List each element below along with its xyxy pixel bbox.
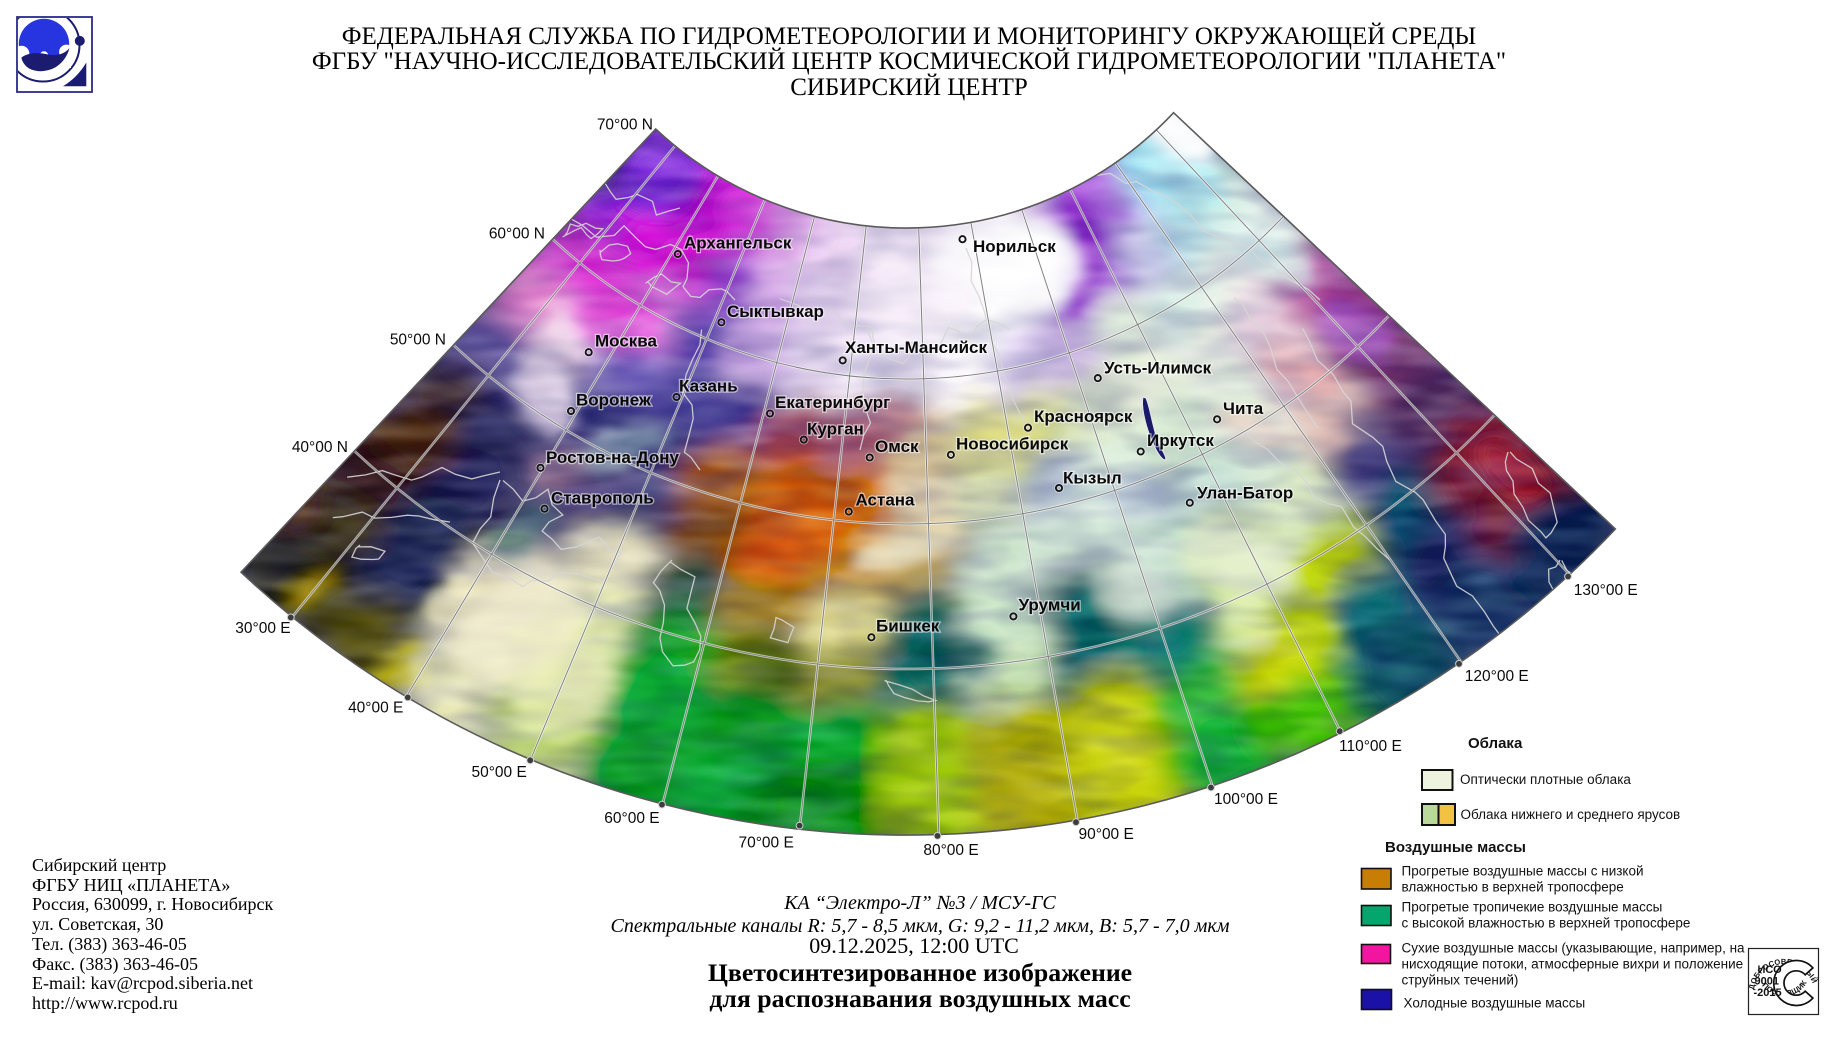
svg-text:Норильск: Норильск: [973, 237, 1056, 256]
svg-text:Красноярск: Красноярск: [1034, 407, 1133, 426]
svg-text:-2015: -2015: [1754, 987, 1782, 999]
svg-text:Екатеринбург: Екатеринбург: [775, 393, 890, 412]
svg-text:Кызыл: Кызыл: [1063, 469, 1122, 488]
svg-text:70°00 N: 70°00 N: [597, 117, 653, 134]
svg-text:Архангельск: Архангельск: [684, 234, 792, 253]
svg-text:Астана: Астана: [856, 491, 916, 510]
svg-text:40°00 E: 40°00 E: [348, 699, 403, 716]
svg-text:с высокой влажностью в верхней: с высокой влажностью в верхней тропосфер…: [1402, 916, 1691, 931]
svg-text:Облака: Облака: [1468, 735, 1523, 752]
svg-text:Улан-Батор: Улан-Батор: [1197, 484, 1293, 503]
svg-text:40°00 N: 40°00 N: [292, 439, 348, 456]
svg-text:Прогретые воздушные массы с ни: Прогретые воздушные массы с низкой: [1402, 864, 1644, 879]
svg-text:Бишкек: Бишкек: [876, 617, 940, 636]
svg-text:Воздушные массы: Воздушные массы: [1385, 839, 1526, 856]
svg-text:Сыктывкар: Сыктывкар: [727, 302, 824, 321]
svg-text:Сухие воздушные массы (указыва: Сухие воздушные массы (указывающие, напр…: [1402, 941, 1746, 956]
svg-text:120°00 E: 120°00 E: [1465, 668, 1529, 685]
svg-text:Омск: Омск: [875, 437, 919, 456]
svg-text:Москва: Москва: [595, 332, 658, 351]
svg-text:Воронеж: Воронеж: [576, 391, 652, 410]
svg-text:Оптически плотные облака: Оптически плотные облака: [1460, 772, 1631, 787]
svg-text:70°00 E: 70°00 E: [738, 835, 793, 852]
svg-text:Ростов-на-Дону: Ростов-на-Дону: [546, 448, 679, 467]
svg-text:60°00 N: 60°00 N: [489, 226, 545, 243]
svg-text:50°00 N: 50°00 N: [390, 332, 446, 349]
svg-text:Урумчи: Урумчи: [1019, 596, 1081, 615]
svg-text:Холодные воздушные массы: Холодные воздушные массы: [1404, 996, 1586, 1011]
svg-text:струйных течений): струйных течений): [1402, 973, 1519, 988]
svg-text:Ханты-Мансийск: Ханты-Мансийск: [845, 338, 987, 357]
svg-text:Прогретые тропичекие воздушные: Прогретые тропичекие воздушные массы: [1402, 900, 1663, 915]
svg-text:130°00 E: 130°00 E: [1574, 582, 1638, 599]
svg-text:Курган: Курган: [807, 420, 864, 439]
svg-text:80°00 E: 80°00 E: [923, 842, 978, 859]
svg-text:9001: 9001: [1755, 976, 1779, 988]
svg-text:50°00 E: 50°00 E: [471, 764, 526, 781]
svg-text:90°00 E: 90°00 E: [1079, 826, 1134, 843]
svg-text:110°00 E: 110°00 E: [1339, 738, 1402, 755]
svg-text:Облака нижнего и среднего ярус: Облака нижнего и среднего ярусов: [1461, 807, 1681, 822]
svg-text:60°00 E: 60°00 E: [604, 810, 659, 827]
svg-text:30°00 E: 30°00 E: [235, 620, 290, 637]
svg-text:Ставрополь: Ставрополь: [551, 489, 654, 508]
svg-text:Казань: Казань: [679, 377, 738, 396]
svg-text:Иркутск: Иркутск: [1147, 431, 1214, 450]
svg-text:100°00 E: 100°00 E: [1214, 791, 1278, 808]
svg-text:Новосибирск: Новосибирск: [956, 435, 1069, 454]
svg-text:ИСО: ИСО: [1758, 964, 1783, 976]
svg-text:нисходящие потоки, атмосферные: нисходящие потоки, атмосферные вихри и п…: [1402, 957, 1744, 972]
svg-text:Усть-Илимск: Усть-Илимск: [1104, 359, 1212, 378]
svg-text:Чита: Чита: [1223, 399, 1264, 418]
svg-text:влажностью в верхней тропосфер: влажностью в верхней тропосфере: [1402, 880, 1624, 895]
